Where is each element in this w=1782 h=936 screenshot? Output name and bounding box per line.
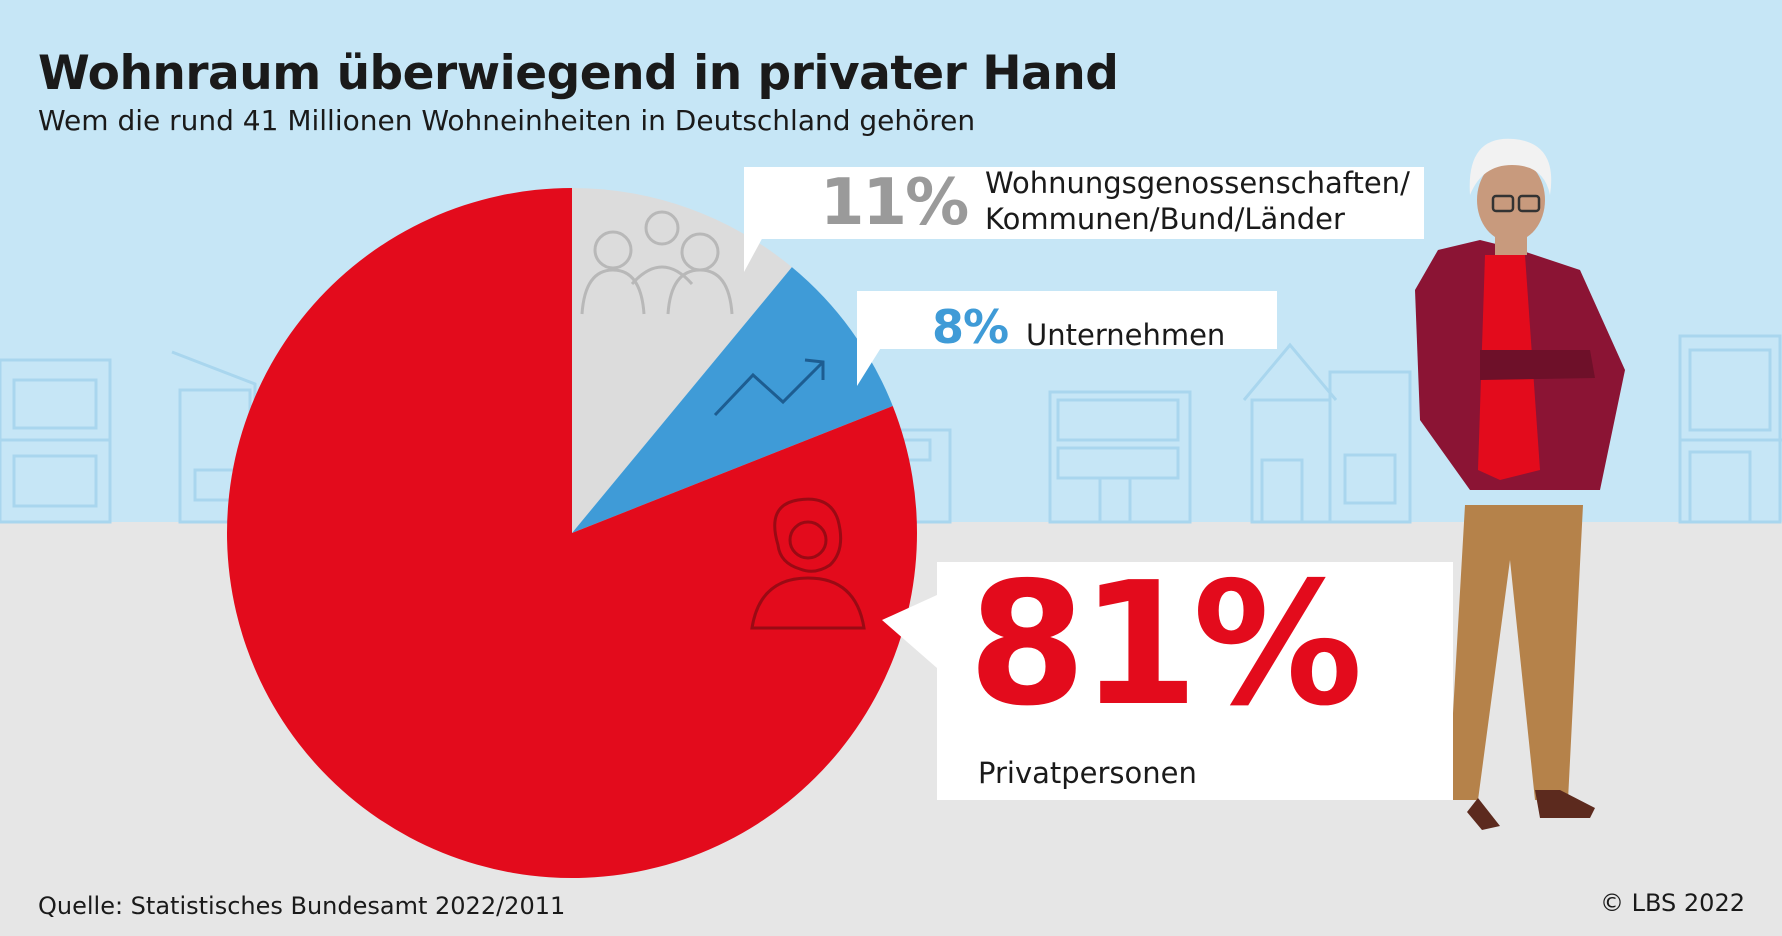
data-label-companies: Unternehmen xyxy=(1026,318,1226,352)
source-note: Quelle: Statistisches Bundesamt 2022/201… xyxy=(38,892,566,920)
chart-subtitle: Wem die rund 41 Millionen Wohneinheiten … xyxy=(38,104,976,137)
pie-slice-companies xyxy=(572,267,893,533)
data-label-private: Privatpersonen xyxy=(978,756,1197,790)
data-label-public-line2: Kommunen/Bund/Länder xyxy=(985,202,1345,236)
woman-icon xyxy=(750,497,866,630)
chart-title: Wohnraum überwiegend in privater Hand xyxy=(38,46,1119,101)
trend-arrow-icon xyxy=(713,358,825,417)
data-label-companies-percent: 8% xyxy=(932,300,1009,354)
people-group-icon xyxy=(580,210,734,315)
pie-chart xyxy=(226,188,918,878)
callout-pointer-c xyxy=(882,595,937,668)
data-label-private-percent: 81% xyxy=(968,546,1363,744)
houses-skyline-illustration xyxy=(0,334,1782,524)
data-label-public-percent: 11% xyxy=(820,166,969,240)
pie-slice-private xyxy=(226,188,918,878)
copyright-note: © LBS 2022 xyxy=(1600,889,1745,917)
man-figure-illustration xyxy=(1415,138,1625,830)
data-label-public-line1: Wohnungsgenossenschaften/ xyxy=(985,166,1410,200)
callout-box-public xyxy=(744,167,1424,239)
callout-box-private xyxy=(937,562,1453,800)
callout-box-companies xyxy=(857,291,1277,349)
